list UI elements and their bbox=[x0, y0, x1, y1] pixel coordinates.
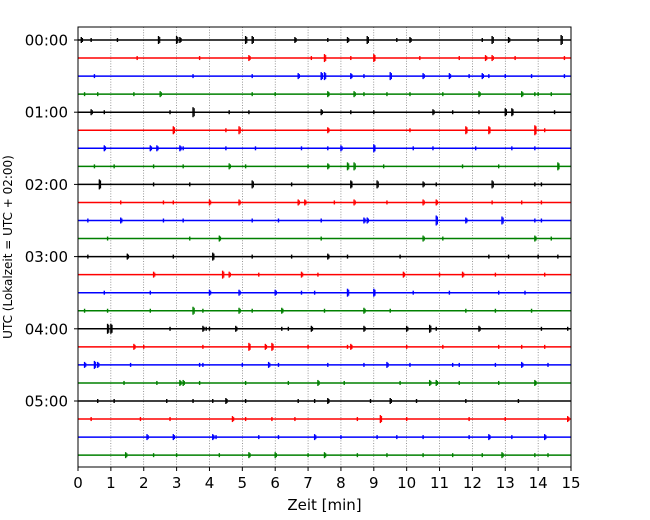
x-tick-label: 0 bbox=[73, 474, 83, 492]
x-tick-label: 9 bbox=[369, 474, 379, 492]
trace-row bbox=[78, 199, 571, 206]
x-tick-label: 13 bbox=[496, 474, 515, 492]
y-axis-label: UTC (Lokalzeit = UTC + 02:00) bbox=[1, 155, 15, 339]
x-tick-label: 8 bbox=[336, 474, 346, 492]
trace-row bbox=[78, 72, 571, 81]
trace-row bbox=[78, 306, 571, 315]
trace-row bbox=[78, 342, 571, 351]
trace-row bbox=[78, 323, 571, 334]
trace-row bbox=[78, 91, 571, 98]
x-tick-label: 12 bbox=[463, 474, 482, 492]
trace-row bbox=[78, 162, 571, 171]
y-tick-label: 03:00 bbox=[25, 248, 68, 266]
trace-row bbox=[78, 235, 571, 242]
y-tick-label: 05:00 bbox=[25, 393, 68, 411]
x-tick-label: 11 bbox=[430, 474, 449, 492]
x-tick-label: 4 bbox=[205, 474, 215, 492]
x-tick-label: 5 bbox=[238, 474, 248, 492]
trace-row bbox=[78, 452, 571, 459]
x-tick-label: 1 bbox=[106, 474, 116, 492]
y-axis: 00:00 01:00 02:00 03:00 04:00 05:00 bbox=[25, 32, 78, 411]
trace-row bbox=[78, 288, 571, 297]
y-tick-label: 01:00 bbox=[25, 104, 68, 122]
x-tick-label: 2 bbox=[139, 474, 149, 492]
y-tick-label: 00:00 bbox=[25, 32, 68, 50]
x-tick-label: 15 bbox=[561, 474, 580, 492]
x-axis: 0 1 2 3 4 5 6 7 8 9 10 11 12 13 14 15 bbox=[73, 467, 581, 492]
trace-row bbox=[78, 434, 571, 441]
grid-lines bbox=[110, 27, 539, 467]
trace-row bbox=[78, 215, 571, 226]
trace-row bbox=[78, 379, 571, 386]
trace-row bbox=[78, 54, 571, 63]
trace-row bbox=[78, 107, 571, 118]
trace-row bbox=[78, 270, 571, 279]
x-tick-label: 14 bbox=[529, 474, 548, 492]
trace-row bbox=[78, 252, 571, 261]
x-axis-label: Zeit [min] bbox=[287, 496, 361, 514]
x-tick-label: 3 bbox=[172, 474, 182, 492]
trace-row bbox=[78, 415, 571, 424]
x-tick-label: 6 bbox=[270, 474, 280, 492]
plot-frame bbox=[77, 26, 572, 468]
trace-row bbox=[78, 360, 571, 369]
trace-row bbox=[78, 125, 571, 136]
y-tick-label: 04:00 bbox=[25, 320, 68, 338]
trace-row bbox=[78, 35, 571, 45]
x-tick-label: 7 bbox=[303, 474, 313, 492]
trace-row bbox=[78, 398, 571, 404]
trace-row bbox=[78, 179, 571, 190]
trace-group bbox=[78, 35, 571, 459]
trace-row bbox=[78, 144, 571, 153]
y-tick-label: 02:00 bbox=[25, 176, 68, 194]
x-tick-label: 10 bbox=[397, 474, 416, 492]
